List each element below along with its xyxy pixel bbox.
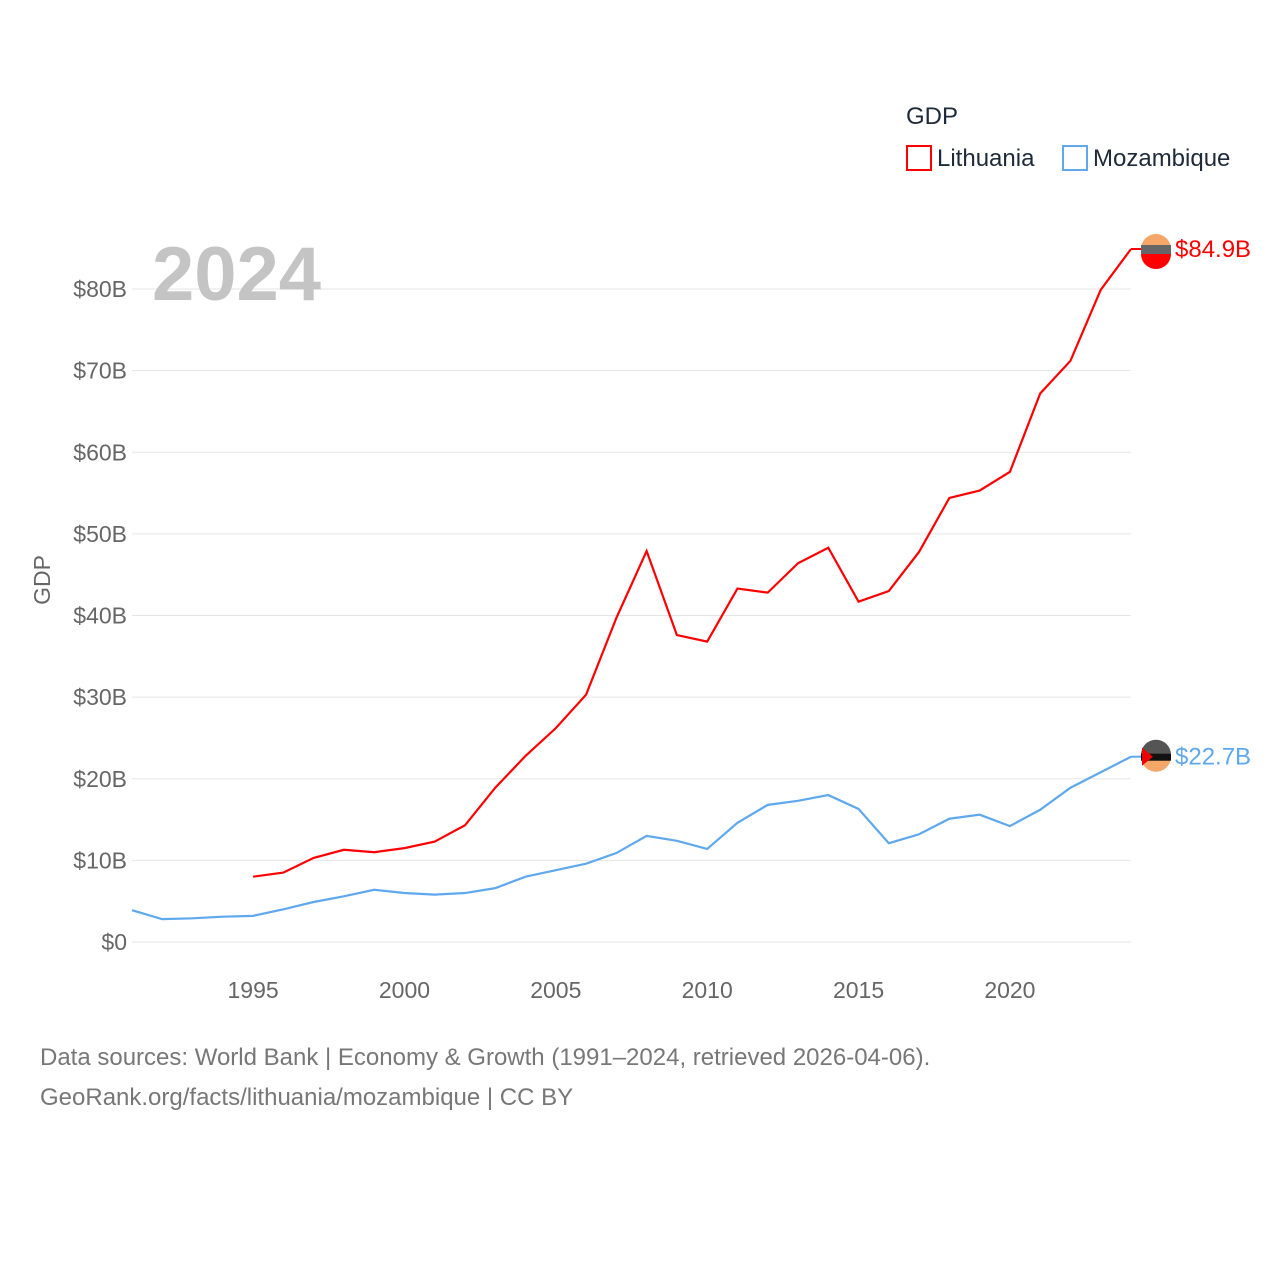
y-tick-label: $10B [73, 847, 127, 873]
flag-icon-mozambique [1141, 739, 1171, 772]
y-tick-label: $80B [73, 276, 127, 302]
y-tick-label: $0 [101, 929, 127, 955]
flag-icon-lithuania [1141, 234, 1172, 270]
legend-item-lithuania[interactable]: Lithuania [906, 145, 1035, 172]
x-tick-label: 2020 [984, 977, 1035, 1003]
footer-sources: Data sources: World Bank | Economy & Gro… [40, 1044, 931, 1071]
footer-attribution[interactable]: GeoRank.org/facts/lithuania/mozambique |… [40, 1084, 574, 1111]
y-tick-label: $60B [73, 439, 127, 465]
y-tick-label: $30B [73, 684, 127, 710]
legend-label: Mozambique [1093, 145, 1230, 172]
legend-swatch [906, 145, 932, 171]
end-value-label: $84.9B [1175, 236, 1251, 263]
x-tick-label: 1995 [228, 977, 279, 1003]
end-value-label: $22.7B [1175, 744, 1251, 771]
legend-label: Lithuania [937, 145, 1035, 172]
legend-item-mozambique[interactable]: Mozambique [1062, 145, 1230, 172]
year-watermark: 2024 [152, 232, 321, 317]
x-tick-label: 2000 [379, 977, 430, 1003]
x-tick-label: 2015 [833, 977, 884, 1003]
y-tick-label: $20B [73, 766, 127, 792]
series-line-mozambique [131, 755, 1132, 921]
series-line-lithuania [252, 248, 1132, 878]
x-tick-label: 2005 [530, 977, 581, 1003]
y-tick-label: $50B [73, 521, 127, 547]
x-tick-label: 2010 [682, 977, 733, 1003]
y-tick-label: $40B [73, 603, 127, 629]
legend-title: GDP [906, 103, 958, 130]
y-tick-label: $70B [73, 358, 127, 384]
legend-swatch [1062, 145, 1088, 171]
y-axis-label: GDP [29, 555, 55, 605]
